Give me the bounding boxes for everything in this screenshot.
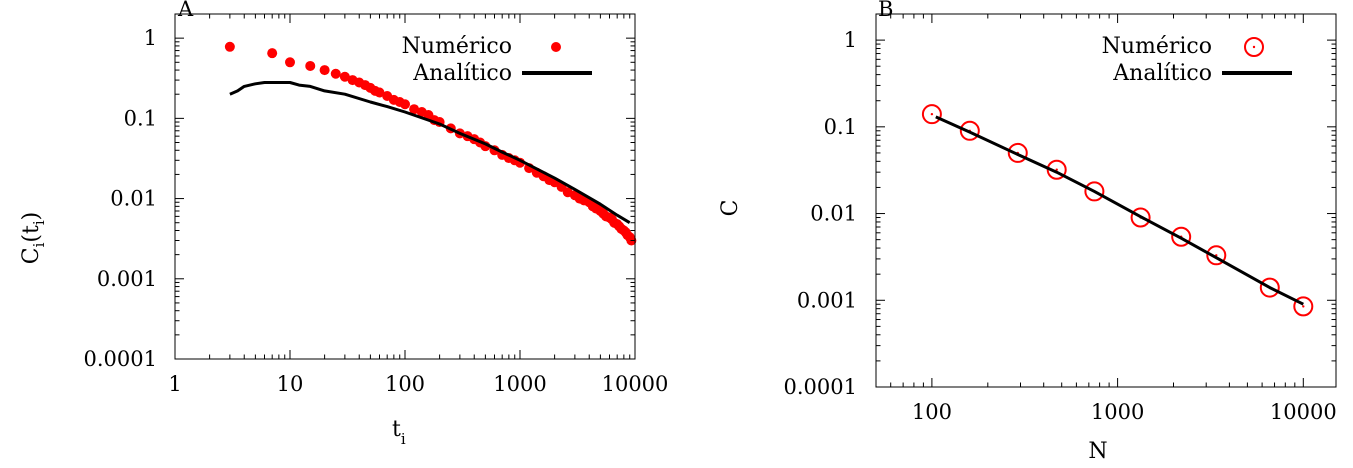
panel-a-x-axis-title: ti xyxy=(392,417,406,448)
y-tick-label: 0.0001 xyxy=(784,375,857,399)
numeric-point xyxy=(409,104,420,115)
numeric-point xyxy=(305,60,316,71)
numeric-point xyxy=(1259,277,1280,298)
numeric-point xyxy=(330,68,341,79)
panel-a-x-axis-title-main: t xyxy=(392,417,401,442)
numeric-point-center xyxy=(930,112,934,116)
x-tick-label: 10000 xyxy=(602,372,669,396)
x-tick-label: 1000 xyxy=(1091,400,1144,424)
y-tick-label: 0.001 xyxy=(797,288,857,312)
panel-b-legend-analytic-label: Analítico xyxy=(1112,61,1212,86)
numeric-point xyxy=(285,57,295,68)
panel-b-legend-numeric-marker xyxy=(1244,37,1264,57)
panel-a-y-axis-title-post: ) xyxy=(19,212,44,221)
y-tick-label: 0.1 xyxy=(824,115,857,139)
panel-b-legend-numeric-label: Numérico xyxy=(1102,34,1212,59)
y-tick-label: 0.01 xyxy=(110,187,157,211)
numeric-point xyxy=(319,65,330,76)
numeric-point xyxy=(1130,207,1151,228)
analytic-line xyxy=(935,115,1304,306)
y-tick-label: 0.01 xyxy=(810,202,857,226)
y-tick-label: 0.001 xyxy=(97,267,157,291)
x-tick-label: 1000 xyxy=(493,372,546,396)
y-tick-label: 1 xyxy=(844,28,857,52)
numeric-point xyxy=(959,120,980,141)
y-tick-label: 1 xyxy=(144,26,157,50)
numeric-point xyxy=(1293,296,1314,317)
numeric-point xyxy=(224,41,235,52)
y-tick-label: 0.1 xyxy=(124,106,157,130)
numeric-point xyxy=(1084,181,1105,202)
x-tick-label: 10000 xyxy=(1270,400,1337,424)
panel-a-y-axis-title: Ci(ti) xyxy=(19,212,48,265)
panel-a-y-axis-title-pre: C xyxy=(19,247,44,264)
x-tick-label: 10 xyxy=(277,372,304,396)
panel-b-legend: Numérico Analítico xyxy=(1102,34,1292,86)
panel-b-x-ticks: 100 1000 10000 xyxy=(875,14,1337,424)
panel-b-x-axis-title: N xyxy=(1088,439,1107,464)
panel-a-y-axis-title-sub1: i xyxy=(30,242,48,247)
panel-b-plot-frame xyxy=(875,13,1337,388)
panel-a-marks xyxy=(224,41,637,246)
panel-b-y-ticks: 0.0001 0.001 0.01 0.1 1 xyxy=(784,13,1336,399)
x-tick-label: 100 xyxy=(912,400,952,424)
numeric-point xyxy=(400,99,410,110)
panel-a-x-ticks: 1 10 100 1000 10000 xyxy=(168,14,668,396)
panel-b-legend-numeric-marker-dot xyxy=(1252,45,1256,49)
x-tick-label: 1 xyxy=(168,372,181,396)
panel-a-y-ticks: 0.0001 0.001 0.01 0.1 1 xyxy=(84,13,635,371)
numeric-point xyxy=(267,48,278,59)
panel-b-label: B xyxy=(878,0,893,21)
numeric-point-center xyxy=(1302,305,1305,308)
panel-a-y-axis-title-sub2: i xyxy=(30,220,48,225)
numeric-point xyxy=(339,71,350,82)
panel-a-legend-numeric-label: Numérico xyxy=(402,34,512,59)
panel-a-y-axis-title-mid: (t xyxy=(19,225,44,243)
numeric-point xyxy=(1206,245,1227,266)
panel-b-y-axis-title: C xyxy=(718,200,743,217)
numeric-point xyxy=(1007,142,1028,163)
panel-a-legend: Numérico Analítico xyxy=(402,34,592,86)
panel-b: 100 1000 10000 0.0001 0.001 0.01 0.1 1 B N C N… xyxy=(718,0,1337,464)
numeric-point xyxy=(1171,226,1192,247)
numeric-point xyxy=(921,104,942,125)
analytic-line xyxy=(229,81,631,224)
x-tick-label: 100 xyxy=(385,372,425,396)
panel-a-legend-numeric-marker xyxy=(551,42,561,52)
panel-a-legend-analytic-label: Analítico xyxy=(412,61,512,86)
panel-b-marks xyxy=(921,104,1314,317)
panel-a-x-axis-title-sub: i xyxy=(401,430,406,448)
numeric-point xyxy=(374,87,385,98)
y-tick-label: 0.0001 xyxy=(84,347,157,371)
panel-a-label: A xyxy=(177,0,194,21)
